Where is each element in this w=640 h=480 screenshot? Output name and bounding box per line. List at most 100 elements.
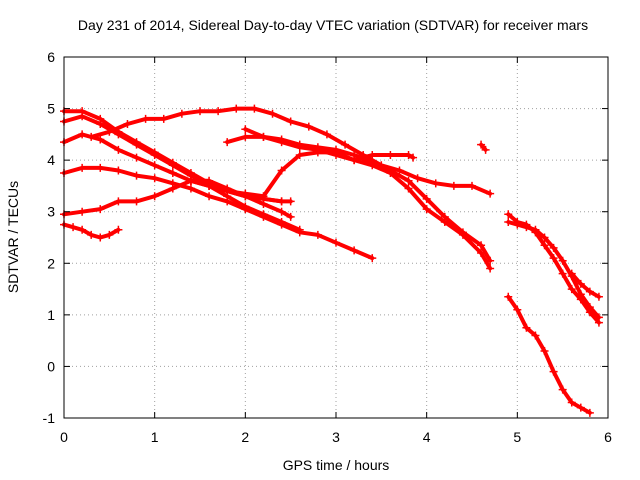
y-tick-label: 1 bbox=[47, 307, 55, 323]
series-line bbox=[62, 114, 302, 232]
data-point bbox=[468, 181, 476, 190]
data-point bbox=[168, 161, 177, 170]
data-point bbox=[150, 192, 159, 201]
data-point bbox=[404, 150, 413, 159]
data-point bbox=[259, 192, 268, 201]
data-point bbox=[78, 163, 87, 172]
y-tick-label: 4 bbox=[47, 152, 55, 168]
x-axis-label: GPS time / hours bbox=[283, 457, 390, 473]
data-point bbox=[259, 132, 268, 141]
data-series bbox=[60, 104, 603, 417]
data-point bbox=[413, 174, 422, 183]
data-point bbox=[150, 150, 159, 159]
data-point bbox=[241, 125, 250, 134]
data-point bbox=[576, 279, 585, 288]
y-tick-label: -1 bbox=[43, 410, 56, 426]
data-point bbox=[422, 194, 431, 203]
series-arc-11 bbox=[477, 140, 490, 154]
data-point bbox=[114, 225, 123, 234]
data-point bbox=[250, 104, 259, 113]
data-point bbox=[477, 241, 486, 250]
data-point bbox=[368, 254, 377, 263]
data-point bbox=[295, 150, 304, 159]
x-tick-label: 1 bbox=[151, 429, 159, 445]
series-arc-1 bbox=[60, 220, 123, 242]
data-point bbox=[504, 292, 513, 301]
data-point bbox=[350, 156, 359, 165]
data-point bbox=[531, 331, 540, 340]
data-point bbox=[513, 305, 522, 314]
data-point bbox=[404, 176, 413, 185]
data-point bbox=[567, 269, 576, 278]
y-tick-label: 6 bbox=[47, 49, 55, 65]
data-point bbox=[368, 150, 377, 159]
series-line bbox=[506, 220, 601, 320]
series-line bbox=[506, 212, 601, 325]
data-point bbox=[168, 179, 177, 188]
data-point bbox=[141, 114, 150, 123]
data-point bbox=[522, 323, 531, 332]
data-point bbox=[87, 230, 96, 239]
y-tick-label: 0 bbox=[47, 358, 55, 374]
data-point bbox=[486, 264, 495, 273]
series-line bbox=[62, 165, 375, 261]
data-point bbox=[78, 207, 87, 216]
data-point bbox=[105, 127, 114, 136]
data-point bbox=[159, 114, 168, 123]
series-arc-8 bbox=[186, 148, 495, 273]
data-point bbox=[486, 189, 495, 198]
data-point bbox=[513, 220, 522, 229]
data-point bbox=[477, 140, 486, 149]
data-point bbox=[395, 166, 404, 175]
data-point bbox=[313, 230, 322, 239]
x-tick-label: 6 bbox=[604, 429, 612, 445]
data-point bbox=[241, 202, 250, 211]
y-axis-label: SDTVAR / TECUs bbox=[5, 181, 21, 293]
data-point bbox=[177, 109, 186, 118]
data-point bbox=[313, 145, 322, 154]
data-point bbox=[549, 243, 558, 252]
x-tick-label: 2 bbox=[241, 429, 249, 445]
data-point bbox=[486, 256, 495, 265]
data-point bbox=[332, 150, 340, 159]
data-point bbox=[186, 184, 195, 193]
series-line bbox=[62, 132, 293, 219]
data-point bbox=[341, 140, 350, 149]
data-point bbox=[449, 181, 458, 190]
grid bbox=[64, 57, 608, 418]
data-point bbox=[431, 179, 440, 188]
data-point bbox=[205, 181, 214, 190]
series-line bbox=[188, 150, 493, 271]
data-point bbox=[585, 303, 594, 312]
data-point bbox=[277, 166, 286, 175]
data-point bbox=[69, 223, 78, 232]
data-point bbox=[350, 246, 359, 255]
data-point bbox=[96, 135, 105, 144]
data-point bbox=[268, 109, 277, 118]
data-point bbox=[458, 228, 467, 237]
data-point bbox=[295, 225, 304, 234]
data-point bbox=[549, 367, 558, 376]
data-point bbox=[304, 122, 313, 131]
data-point bbox=[114, 166, 123, 175]
data-point bbox=[96, 205, 105, 214]
data-point bbox=[332, 238, 340, 247]
data-point bbox=[286, 197, 295, 206]
data-point bbox=[87, 132, 96, 141]
data-point bbox=[549, 254, 558, 263]
data-point bbox=[277, 218, 286, 227]
data-point bbox=[150, 174, 159, 183]
data-point bbox=[585, 408, 594, 417]
data-point bbox=[540, 241, 549, 250]
data-point bbox=[114, 197, 123, 206]
data-point bbox=[186, 176, 195, 185]
series-arc-3 bbox=[60, 163, 377, 263]
data-point bbox=[540, 346, 549, 355]
series-arc-14 bbox=[567, 269, 603, 301]
data-point bbox=[223, 187, 232, 196]
data-point bbox=[440, 212, 449, 221]
data-point bbox=[522, 223, 531, 232]
data-point bbox=[214, 107, 223, 116]
data-point bbox=[594, 292, 603, 301]
data-point bbox=[132, 153, 141, 162]
